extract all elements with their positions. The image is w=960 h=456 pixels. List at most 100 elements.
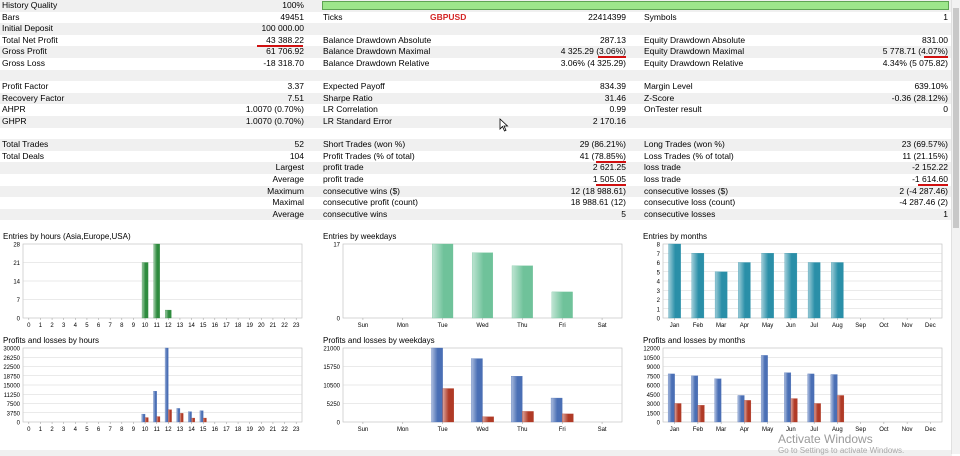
- x-tick-label: 21: [270, 323, 277, 329]
- x-tick-label: 15: [200, 323, 207, 329]
- scrollbar-thumb[interactable]: [953, 8, 959, 228]
- gross-profit-value: 61 706.92: [266, 46, 304, 57]
- y-tick-label: 5: [657, 270, 661, 276]
- bar: [667, 373, 675, 423]
- x-tick-label: Oct: [879, 323, 889, 329]
- x-tick-label: 20: [258, 427, 265, 433]
- y-tick-label: 26250: [3, 356, 20, 362]
- y-tick-label: 6: [657, 261, 661, 267]
- bar: [691, 253, 705, 319]
- bar: [738, 262, 751, 319]
- x-tick-label: 0: [27, 427, 31, 433]
- x-tick-label: Apr: [740, 323, 749, 329]
- margin-level-value: 639.10%: [914, 81, 948, 92]
- maximal-profit-label: consecutive profit (count): [323, 197, 418, 208]
- underline-average-profit: [596, 184, 626, 186]
- average2-label: Average: [272, 208, 304, 219]
- x-tick-label: Jul: [810, 427, 818, 433]
- average2-wins-value: 5: [621, 208, 626, 219]
- y-tick-label: 5250: [327, 402, 341, 408]
- y-tick-label: 1: [657, 307, 661, 313]
- equity-dd-rel-value: 4.34% (5 075.82): [882, 58, 948, 68]
- x-tick-label: 4: [74, 427, 78, 433]
- row-recovery-factor: Recovery Factor 7.51 Sharpe Ratio 31.46 …: [0, 92, 952, 105]
- chart-svg: 0 1500 3000 4500 6000 7500 9000 10500 12000 Jan Fe…: [643, 347, 943, 433]
- chart-title: Profits and losses by months: [643, 336, 746, 345]
- equity-dd-max-label: Equity Drawdown Maximal: [644, 46, 745, 57]
- row-gross-profit: Gross Profit 61 706.92 Balance Drawdown …: [0, 46, 952, 58]
- equity-dd-abs-label: Equity Drawdown Absolute: [644, 34, 746, 45]
- average-loss-label: loss trade: [644, 174, 681, 184]
- row-ahpr: AHPR 1.0070 (0.70%) LR Correlation 0.99 …: [0, 104, 952, 116]
- profit-factor-label: Profit Factor: [2, 81, 49, 92]
- equity-dd-abs-value: 831.00: [922, 34, 948, 45]
- bar: [164, 347, 169, 423]
- x-tick-label: Feb: [693, 323, 704, 329]
- y-tick-label: 15750: [323, 365, 340, 371]
- y-tick-label: 10500: [643, 356, 660, 362]
- row-average2: Average consecutive wins 5 consecutive l…: [0, 208, 952, 221]
- long-trades-label: Long Trades (won %): [644, 139, 725, 150]
- row-ghpr: GHPR 1.0070 (0.70%) LR Standard Error 2 …: [0, 116, 952, 128]
- bar: [807, 373, 815, 423]
- maximal-loss-label: consecutive loss (count): [644, 197, 736, 208]
- x-tick-label: Sat: [598, 323, 607, 329]
- history-quality-bar: [322, 1, 949, 10]
- x-tick-label: 23: [293, 323, 300, 329]
- loss-trades-value: 11 (21.15%): [902, 150, 948, 161]
- bar: [432, 243, 454, 319]
- bar: [784, 253, 798, 319]
- x-tick-label: 2: [50, 427, 54, 433]
- bar: [511, 376, 523, 423]
- x-tick-label: 22: [281, 323, 288, 329]
- y-tick-label: 4: [657, 280, 661, 286]
- row-bars: Bars 49451 Ticks GBPUSD 22414399 Symbols…: [0, 11, 952, 24]
- average2-losses-label: consecutive losses: [644, 208, 716, 219]
- x-tick-label: 2: [50, 323, 54, 329]
- x-tick-label: 13: [177, 427, 184, 433]
- x-tick-label: 18: [235, 427, 242, 433]
- bar: [674, 403, 682, 423]
- total-deals-value: 104: [289, 150, 304, 161]
- profit-factor-value: 3.37: [287, 81, 304, 92]
- maximal-label: Maximal: [272, 197, 304, 208]
- largest-loss-label: loss trade: [644, 162, 681, 173]
- balance-dd-abs-value: 287.13: [600, 34, 626, 45]
- total-deals-label: Total Deals: [2, 150, 45, 161]
- y-tick-label: 0: [657, 421, 661, 427]
- x-tick-label: 3: [62, 427, 66, 433]
- bar: [168, 409, 172, 423]
- row-history-quality: History Quality 100%: [0, 0, 952, 12]
- x-tick-label: Oct: [879, 427, 889, 433]
- x-tick-label: 10: [142, 323, 149, 329]
- x-tick-label: 8: [120, 323, 124, 329]
- x-tick-label: 15: [200, 427, 207, 433]
- x-tick-label: Dec: [925, 323, 936, 329]
- bar: [442, 388, 454, 423]
- maximal-loss-value: -4 287.46 (2): [899, 197, 948, 208]
- x-tick-label: 17: [223, 427, 230, 433]
- x-tick-label: Fri: [559, 427, 566, 433]
- x-tick-label: 11: [154, 427, 161, 433]
- bar: [156, 416, 161, 423]
- bar: [784, 372, 792, 423]
- underline-profit-trades: [596, 161, 626, 163]
- y-tick-label: 22500: [3, 365, 20, 371]
- y-tick-label: 3750: [7, 411, 21, 417]
- y-tick-label: 15000: [3, 384, 20, 390]
- expected-payoff-value: 834.39: [600, 81, 626, 92]
- bar: [482, 416, 494, 423]
- x-tick-label: Tue: [438, 427, 449, 433]
- vertical-scrollbar[interactable]: [951, 0, 960, 454]
- average-loss-value: -1 614.60: [912, 174, 948, 184]
- x-tick-label: 5: [85, 427, 89, 433]
- symbols-label: Symbols: [644, 11, 677, 22]
- x-tick-label: Feb: [693, 427, 704, 433]
- average2-losses-value: 1: [943, 208, 948, 219]
- chart-svg: 0 1 2 3 4 5 6 7 8 Jan Feb Mar Apr May Jun Jul Aug Sep Oct N…: [657, 243, 943, 329]
- y-tick-label: 10500: [323, 384, 340, 390]
- bars-value: 49451: [280, 11, 304, 22]
- bar: [714, 271, 728, 319]
- ontester-value: 0: [943, 104, 948, 115]
- y-tick-label: 0: [17, 317, 21, 323]
